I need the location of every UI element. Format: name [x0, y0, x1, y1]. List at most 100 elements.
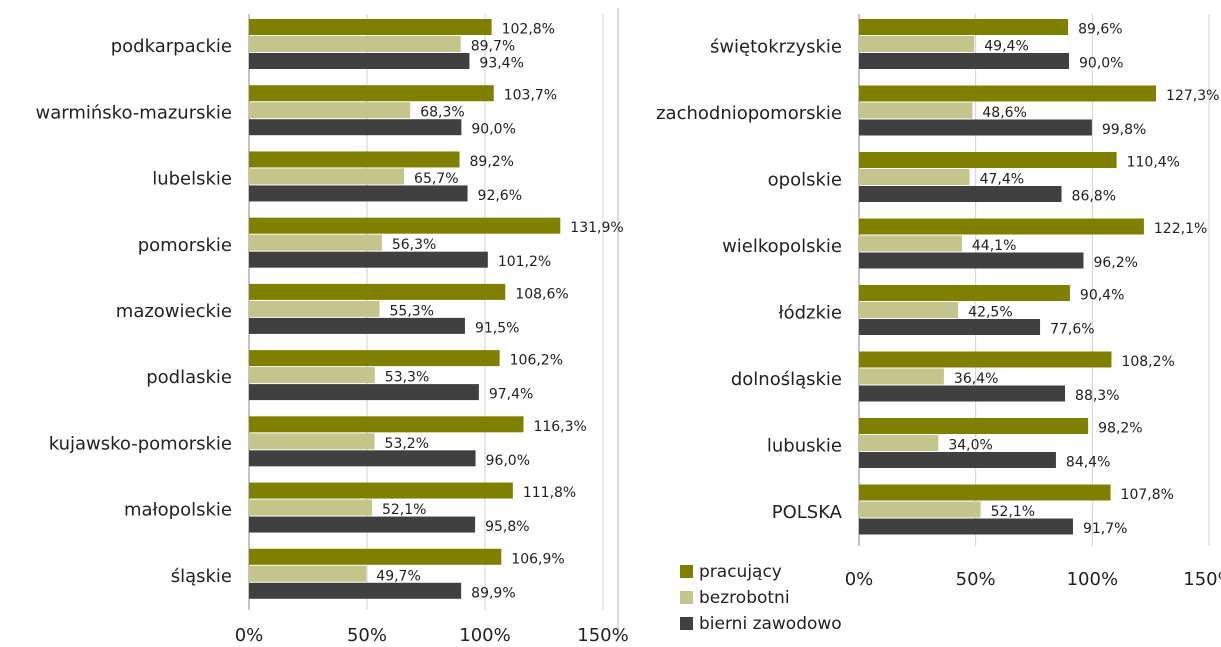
- value-label: 95,8%: [485, 519, 529, 535]
- value-label: 52,1%: [382, 502, 426, 518]
- bar: [859, 484, 1111, 501]
- x-tick-label: 150%: [1183, 569, 1221, 590]
- value-label: 116,3%: [533, 419, 586, 435]
- value-label: 65,7%: [414, 171, 458, 187]
- value-label: 48,6%: [982, 105, 1026, 121]
- value-label: 89,7%: [471, 39, 515, 55]
- value-label: 47,4%: [980, 172, 1024, 188]
- category-label: lubuskie: [767, 435, 842, 456]
- value-label: 111,8%: [523, 485, 576, 501]
- category-label: świętokrzyskie: [710, 36, 842, 57]
- value-label: 89,2%: [470, 154, 514, 170]
- bar: [859, 285, 1070, 301]
- value-label: 127,3%: [1166, 88, 1219, 104]
- bar: [249, 251, 488, 268]
- value-label: 42,5%: [968, 305, 1012, 321]
- value-label: 68,3%: [420, 105, 464, 121]
- bar: [249, 19, 492, 35]
- bar: [859, 252, 1084, 269]
- bar: [859, 119, 1092, 136]
- value-label: 90,0%: [1079, 56, 1123, 72]
- value-label: 101,2%: [498, 254, 551, 270]
- value-label: 89,9%: [471, 585, 515, 601]
- bar: [249, 85, 494, 102]
- bar: [249, 450, 476, 467]
- bar: [859, 319, 1041, 335]
- value-label: 106,9%: [511, 551, 564, 567]
- value-label: 102,8%: [502, 22, 555, 38]
- bar: [859, 218, 1144, 235]
- category-label: wielkopolskie: [722, 236, 842, 257]
- bar: [859, 518, 1073, 535]
- value-label: 96,2%: [1093, 255, 1137, 271]
- legend-label: bierni zawodowo: [699, 614, 842, 634]
- value-label: 77,6%: [1050, 322, 1094, 338]
- bar: [859, 235, 962, 252]
- category-label: pomorskie: [138, 235, 232, 256]
- value-label: 98,2%: [1098, 421, 1142, 437]
- value-label: 131,9%: [570, 220, 623, 236]
- value-label: 55,3%: [390, 303, 434, 319]
- bar: [859, 19, 1069, 35]
- category-label: kujawsko-pomorskie: [49, 433, 232, 454]
- value-label: 106,2%: [510, 353, 563, 369]
- bar: [859, 385, 1066, 402]
- bar: [249, 53, 470, 69]
- legend-swatch: [680, 565, 693, 578]
- category-label: warmińsko-mazurskie: [36, 102, 232, 123]
- category-label: dolnośląskie: [731, 369, 842, 390]
- category-label: opolskie: [768, 169, 842, 190]
- value-label: 99,8%: [1102, 122, 1146, 138]
- bar: [249, 548, 502, 565]
- value-label: 86,8%: [1072, 189, 1116, 205]
- bar: [249, 185, 468, 202]
- value-label: 108,6%: [515, 286, 568, 302]
- value-label: 122,1%: [1154, 221, 1207, 237]
- bar: [249, 234, 382, 251]
- value-label: 36,4%: [954, 371, 998, 387]
- x-tick-label: 150%: [577, 625, 628, 646]
- legend-label: bezrobotni: [699, 588, 790, 608]
- value-label: 53,3%: [385, 370, 429, 386]
- bar: [249, 151, 460, 168]
- bar: [249, 416, 524, 433]
- value-label: 49,4%: [984, 39, 1028, 55]
- bar: [249, 119, 462, 136]
- bar: [249, 102, 411, 119]
- value-label: 44,1%: [972, 238, 1016, 254]
- value-label: 108,2%: [1121, 354, 1174, 370]
- bar: [249, 384, 479, 401]
- bar: [249, 499, 372, 516]
- bar: [249, 367, 375, 384]
- value-label: 97,4%: [489, 387, 533, 403]
- bar: [859, 102, 973, 119]
- x-tick-label: 0%: [845, 569, 874, 590]
- bar: [859, 36, 975, 52]
- legend-label: pracujący: [699, 562, 782, 582]
- value-label: 88,3%: [1075, 388, 1119, 404]
- x-tick-label: 0%: [235, 625, 264, 646]
- value-label: 93,4%: [479, 56, 523, 72]
- value-label: 110,4%: [1127, 155, 1180, 171]
- x-tick-label: 50%: [347, 625, 387, 646]
- bar: [249, 36, 461, 52]
- bar: [859, 302, 959, 318]
- value-label: 52,1%: [991, 504, 1035, 520]
- bar: [249, 217, 561, 234]
- category-label: zachodniopomorskie: [656, 103, 842, 124]
- bar: [249, 565, 367, 582]
- value-label: 89,6%: [1078, 22, 1122, 38]
- value-label: 92,6%: [478, 188, 522, 204]
- bar: [249, 433, 375, 450]
- bar: [249, 516, 476, 533]
- bar: [859, 169, 970, 185]
- bar: [859, 351, 1112, 368]
- bar: [249, 283, 506, 300]
- bar: [859, 53, 1069, 69]
- value-label: 103,7%: [504, 88, 557, 104]
- bar: [859, 85, 1157, 102]
- value-label: 84,4%: [1066, 455, 1110, 471]
- category-label: podkarpackie: [111, 36, 232, 57]
- value-label: 49,7%: [376, 568, 420, 584]
